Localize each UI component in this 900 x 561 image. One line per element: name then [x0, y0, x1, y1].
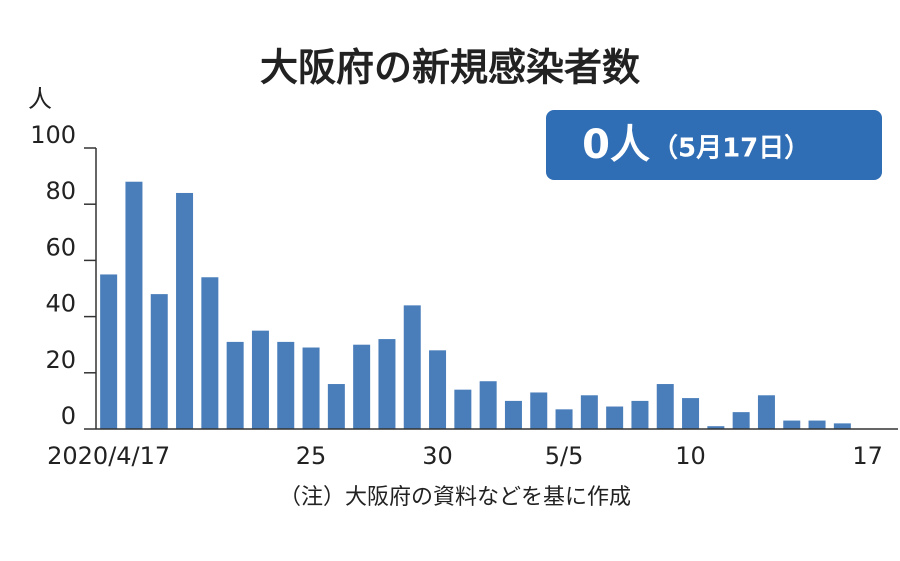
bar	[707, 426, 725, 429]
bar	[833, 423, 851, 429]
bar	[580, 395, 598, 429]
bar	[251, 330, 269, 429]
x-tick-label: 5/5	[545, 442, 584, 470]
x-tick-label: 17	[852, 442, 883, 470]
bar	[555, 409, 573, 429]
bar	[682, 398, 700, 429]
bar	[606, 406, 624, 429]
badge-date: （5月17日）	[652, 134, 810, 164]
x-tick-label: 2020/4/17	[47, 442, 170, 470]
y-tick-label: 40	[45, 290, 76, 318]
y-tick-label: 80	[45, 177, 76, 205]
y-tick-label: 0	[61, 402, 76, 430]
badge-count: 0人	[582, 122, 650, 168]
bar	[277, 341, 295, 429]
bar	[732, 412, 750, 429]
x-tick-label: 10	[675, 442, 706, 470]
bar	[176, 192, 194, 429]
bar	[327, 384, 345, 429]
bar	[378, 339, 396, 429]
bar	[631, 400, 649, 429]
x-tick-label: 25	[296, 442, 327, 470]
bar	[125, 181, 143, 429]
bar	[403, 305, 421, 429]
bar	[656, 384, 674, 429]
bar	[783, 420, 801, 429]
bar	[302, 347, 320, 429]
bar	[757, 395, 775, 429]
chart-title: 大阪府の新規感染者数	[260, 46, 640, 90]
bar	[226, 341, 244, 429]
bar	[201, 277, 219, 429]
bar	[150, 294, 168, 429]
bar	[100, 274, 118, 429]
bar	[479, 381, 497, 429]
y-tick-label: 60	[45, 233, 76, 261]
x-tick-label: 30	[422, 442, 453, 470]
bar	[353, 344, 371, 429]
bar	[808, 420, 826, 429]
bar	[504, 400, 522, 429]
badge	[546, 110, 882, 180]
bar	[429, 350, 447, 429]
source-note: （注）大阪府の資料などを基に作成	[279, 485, 631, 510]
y-tick-label: 100	[30, 121, 76, 149]
bar	[530, 392, 548, 429]
y-tick-label: 20	[45, 346, 76, 374]
y-unit: 人	[28, 85, 52, 113]
bar	[454, 389, 472, 429]
